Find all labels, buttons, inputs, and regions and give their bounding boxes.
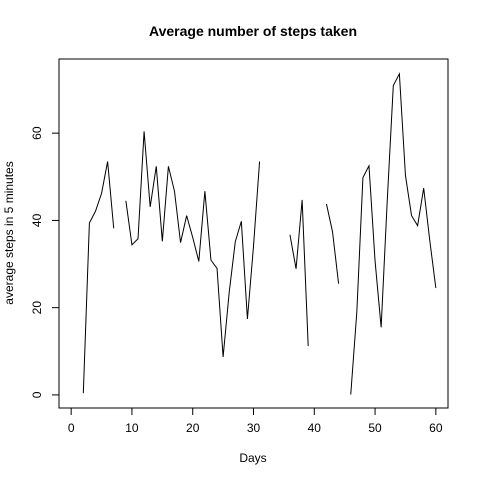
x-tick-label: 10 [125, 421, 139, 435]
x-tick-label: 0 [68, 421, 75, 435]
y-axis-label: average steps in 5 minutes [2, 161, 16, 304]
x-axis: 0 10 20 30 40 50 60 [68, 407, 443, 435]
x-tick-label: 40 [308, 421, 322, 435]
chart-title: Average number of steps taken [149, 23, 357, 39]
x-tick-label: 20 [186, 421, 200, 435]
y-tick-label: 40 [30, 213, 44, 227]
series-lines [82, 71, 437, 395]
y-tick-label: 20 [30, 301, 44, 315]
series-line [82, 71, 437, 395]
x-axis-label: Days [239, 451, 266, 465]
y-tick-label: 60 [30, 126, 44, 140]
x-tick-label: 60 [429, 421, 443, 435]
x-tick-label: 50 [368, 421, 382, 435]
y-axis: 0 20 40 60 [30, 126, 60, 398]
x-tick-label: 30 [247, 421, 261, 435]
plot-frame [58, 58, 449, 409]
y-tick-label: 0 [30, 391, 44, 398]
